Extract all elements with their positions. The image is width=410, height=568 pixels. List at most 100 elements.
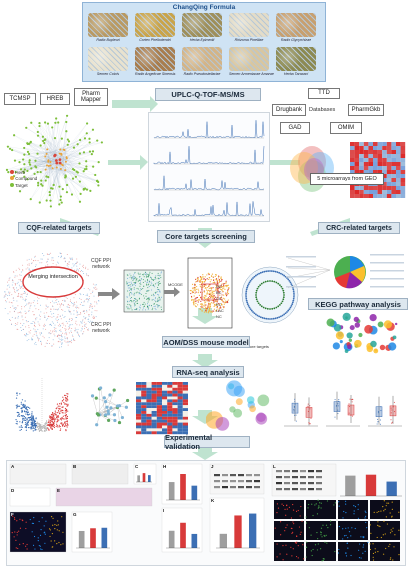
cluster-node	[160, 309, 162, 311]
cluster-node	[213, 301, 215, 303]
rna-heatmap-cell	[151, 431, 157, 435]
rna-heatmap-cell	[146, 428, 152, 432]
volcano-point	[49, 419, 51, 422]
cluster-node	[194, 300, 197, 302]
ppi-node	[76, 314, 78, 316]
cluster-node	[223, 283, 225, 285]
volcano-point	[56, 425, 58, 427]
cluster-node	[129, 291, 131, 293]
ppi-node	[88, 296, 90, 298]
ppi-node	[58, 335, 60, 337]
cluster-node	[206, 298, 208, 300]
fluorescence-dot	[322, 524, 324, 526]
ppi-node	[81, 301, 83, 303]
ppi-node	[89, 305, 91, 307]
blot-band	[222, 486, 228, 489]
ppi-node	[92, 283, 94, 285]
ppi-node	[61, 326, 63, 328]
fluorescence-dot	[322, 557, 324, 560]
heatmap-cell	[373, 162, 378, 166]
cluster-node	[200, 278, 202, 280]
fluorescence-image	[338, 542, 368, 561]
cluster-node	[208, 273, 210, 276]
cluster-node	[135, 282, 137, 284]
volcano-point	[31, 426, 33, 428]
herb-node	[53, 153, 57, 157]
cluster-node	[205, 295, 207, 297]
cluster-node	[194, 287, 196, 289]
volcano-point	[56, 407, 58, 409]
volcano-point	[26, 420, 28, 422]
volcano-point	[24, 408, 27, 410]
ppi-node	[24, 292, 26, 294]
rna-heatmap-cell	[172, 416, 178, 420]
ppi-node	[26, 340, 28, 342]
ppi-node	[85, 317, 87, 319]
ppi-node	[55, 300, 57, 302]
volcano-point	[22, 415, 24, 417]
fluorescence-dot	[22, 543, 24, 545]
ppi-node	[45, 308, 47, 310]
ppi-node	[47, 306, 49, 308]
volcano-point	[24, 400, 26, 402]
heatmap-cell	[400, 154, 406, 158]
boxplot-point	[377, 411, 379, 413]
volcano-point	[64, 425, 66, 427]
ppi-node	[57, 321, 59, 323]
boxplot-point	[379, 423, 381, 425]
cluster-node	[197, 276, 199, 279]
blot-band	[300, 470, 306, 473]
cluster-node	[211, 290, 213, 292]
core-target-node	[278, 316, 281, 319]
centrality-labels: DC BC CC EC LAC NC	[216, 284, 224, 320]
fluorescence-dot	[314, 544, 317, 546]
target-node	[65, 114, 69, 117]
rna-heatmap-cell	[182, 399, 188, 403]
cluster-node	[201, 303, 203, 305]
rna-heatmap-cell	[162, 408, 168, 411]
rna-heatmap-cell	[156, 428, 162, 432]
ppi-node	[40, 258, 42, 260]
ppi-node	[71, 303, 73, 305]
volcano-point	[46, 421, 48, 423]
core-target-node	[260, 305, 263, 308]
ppi-node	[24, 310, 26, 312]
ppi-node	[26, 303, 28, 305]
ppi-node	[14, 323, 16, 325]
rna-heatmap-cell	[167, 425, 173, 429]
fluorescence-dot	[306, 541, 308, 543]
cluster-node	[212, 287, 214, 289]
boxplot-point	[335, 405, 337, 407]
ppi-node	[52, 330, 54, 332]
cluster-node	[203, 296, 205, 298]
cluster-node	[129, 295, 131, 297]
ppi-node	[22, 269, 24, 271]
rna-heatmap-cell	[172, 413, 178, 417]
ppi-node	[64, 329, 66, 331]
volcano-point	[39, 426, 41, 428]
core-target-node	[289, 306, 292, 309]
ppi-node	[92, 317, 94, 319]
boxplot-point	[308, 423, 310, 425]
fluorescence-dot	[357, 504, 359, 506]
heatmap-cell	[391, 174, 396, 178]
cluster-node	[203, 300, 205, 302]
cluster-node	[194, 290, 196, 292]
cluster-node	[133, 292, 135, 294]
heatmap-cell	[363, 158, 369, 162]
ppi-node	[4, 308, 6, 310]
cluster-node	[130, 305, 132, 307]
ppi-node	[34, 331, 36, 333]
cluster-node	[195, 281, 197, 283]
target-node	[88, 141, 91, 144]
volcano-point	[35, 424, 37, 426]
ppi-node	[53, 302, 55, 304]
kegg-node	[342, 312, 351, 321]
cluster-node	[139, 307, 141, 309]
fluorescence-dot	[376, 536, 378, 539]
fluorescence-dot	[16, 534, 18, 536]
fluorescence-dot	[351, 527, 353, 529]
cluster-node	[224, 302, 226, 304]
target-node	[79, 138, 82, 142]
cluster-node	[202, 285, 204, 287]
